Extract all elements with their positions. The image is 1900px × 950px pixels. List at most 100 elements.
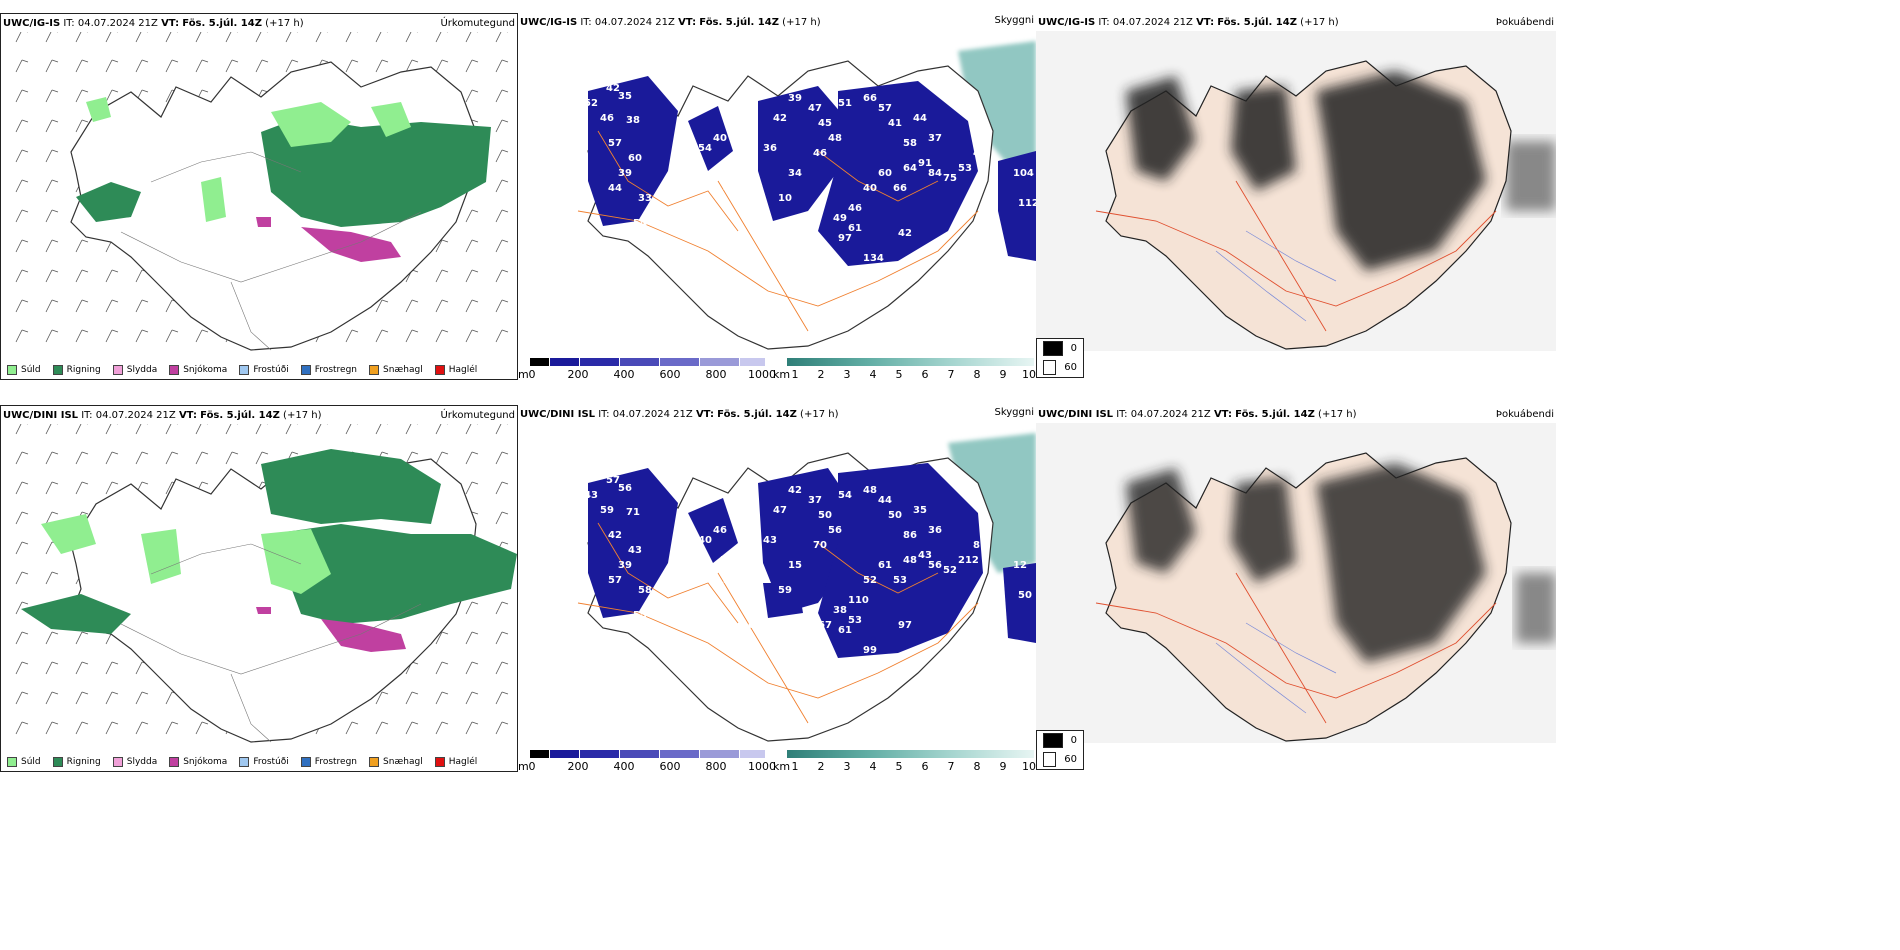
cloud-base-label: 40 (698, 535, 712, 546)
cloud-base-label: 50 (1018, 590, 1032, 601)
wind-barb (405, 299, 419, 313)
wind-barb (495, 299, 509, 313)
wind-barb (435, 59, 449, 73)
cloud-panel-row2: UWC/DINI ISL IT: 04.07.2024 21Z VT: Fös.… (518, 405, 1036, 772)
wind-barb (75, 451, 89, 465)
cloud-base-label: 61 (838, 625, 852, 636)
wind-barb (195, 451, 209, 465)
wind-barb (375, 329, 389, 343)
wind-barb (75, 481, 89, 495)
legend-item: Frostregn (300, 365, 358, 375)
road-lines (120, 151, 422, 351)
legend-label: Frostregn (314, 365, 358, 375)
wind-barb (345, 721, 359, 735)
cloud-base-label: 43 (918, 550, 932, 561)
cloud-base-label: 46 (600, 113, 614, 124)
legend-item: Haglél (434, 757, 477, 767)
legend-label: Slydda (126, 365, 158, 375)
wind-barb (105, 691, 119, 705)
panel-header: UWC/DINI ISL IT: 04.07.2024 21Z VT: Fös.… (3, 410, 515, 421)
wind-barb (45, 481, 59, 495)
legend-swatch (369, 757, 380, 767)
cloud-base-label: 64 (903, 163, 917, 174)
wind-barb (255, 424, 268, 435)
legend-swatch (7, 365, 17, 375)
cloud-base-label: 53 (718, 163, 732, 174)
wind-barb (105, 451, 119, 465)
cloud-base-label: 91 (918, 158, 932, 169)
wind-barb (405, 329, 419, 343)
cloud-base-label: 56 (828, 525, 842, 536)
wind-barb (15, 721, 29, 735)
legend-swatch (169, 757, 180, 767)
colorbar-tick: 600 (659, 760, 681, 772)
wind-barb (75, 299, 89, 313)
colorbar-tick: 6 (921, 368, 929, 380)
cloud-base-label: 43 (628, 545, 642, 556)
wind-barb (375, 299, 389, 313)
precip-map (15, 424, 517, 743)
colorbar-tick: 800 (705, 760, 727, 772)
cloud-base-label: 42 (898, 228, 912, 239)
wind-barb (345, 59, 359, 73)
fog-panel-row1: UWC/IG-IS IT: 04.07.2024 21Z VT: Fös. 5.… (1036, 13, 1556, 380)
cloud-base-label: 55 (598, 68, 612, 79)
legend-swatch (434, 757, 445, 767)
legend-label: Snjókoma (183, 757, 228, 767)
cloud-base-label: 41 (888, 118, 902, 129)
wind-barb (165, 424, 178, 435)
legend-label: Snæhagl (383, 365, 423, 375)
legend-label: Haglél (448, 365, 478, 375)
wind-barb (15, 299, 29, 313)
cloudbase-colorbar: m 0 200 400 600 800 1000 (518, 358, 776, 380)
colorbar-tick: 8 (973, 760, 981, 772)
cloud-base-label: 38 (723, 575, 737, 586)
wind-barb (165, 59, 179, 73)
panel-title: Úrkomutegund (440, 410, 515, 421)
wind-barb (45, 511, 59, 525)
cloud-base-label: 67 (818, 620, 832, 631)
wind-barb (15, 59, 29, 73)
cloud-base-label: 48 (828, 133, 842, 144)
wind-barb (495, 631, 509, 645)
precip-map (15, 32, 509, 351)
wind-barb (165, 451, 179, 465)
snow-area (256, 217, 401, 262)
legend-swatch (169, 365, 180, 375)
wind-barb (435, 424, 448, 435)
legend-item: Snæhagl (369, 365, 423, 375)
cloud-base-label: 39 (618, 560, 632, 571)
cloud-base-label: 53 (958, 163, 972, 174)
colorbar-tick: 6 (921, 760, 929, 772)
precip-panel-row1: UWC/IG-IS IT: 04.07.2024 21Z VT: Fös. 5.… (0, 13, 518, 380)
legend-item: Frostúði (239, 365, 289, 375)
cloud-base-label: 39 (788, 93, 802, 104)
fog-key-row2: 0 60 (1036, 730, 1084, 770)
legend-label: Snæhagl (383, 757, 423, 767)
legend-item: Frostúði (239, 757, 289, 767)
wind-barb (465, 601, 479, 615)
wind-barb (495, 209, 509, 223)
drizzle-area (86, 97, 411, 222)
cloud-base-label: 66 (893, 183, 907, 194)
wind-barb (435, 239, 449, 253)
wind-barb (465, 451, 479, 465)
legend-swatch (52, 757, 63, 767)
cloud-base-label: 42 (608, 530, 622, 541)
panel-title: Skyggni (994, 407, 1034, 418)
legend-item: Snæhagl (369, 757, 423, 767)
cloud-base-label: 15 (788, 560, 802, 571)
colorbar-tick: 5 (895, 368, 903, 380)
cloud-base-label: 33 (638, 193, 652, 204)
legend-swatch (300, 757, 311, 767)
wind-barb (15, 571, 29, 585)
panel-header: UWC/IG-IS IT: 04.07.2024 21Z VT: Fös. 5.… (3, 18, 515, 29)
cloud-base-label: 56 (928, 560, 942, 571)
fog-map (1036, 31, 1556, 351)
wind-barb (75, 329, 89, 343)
cloud-base-label: 60 (628, 153, 642, 164)
wind-barb (45, 691, 59, 705)
wind-barb (435, 631, 449, 645)
wind-barb (15, 209, 29, 223)
